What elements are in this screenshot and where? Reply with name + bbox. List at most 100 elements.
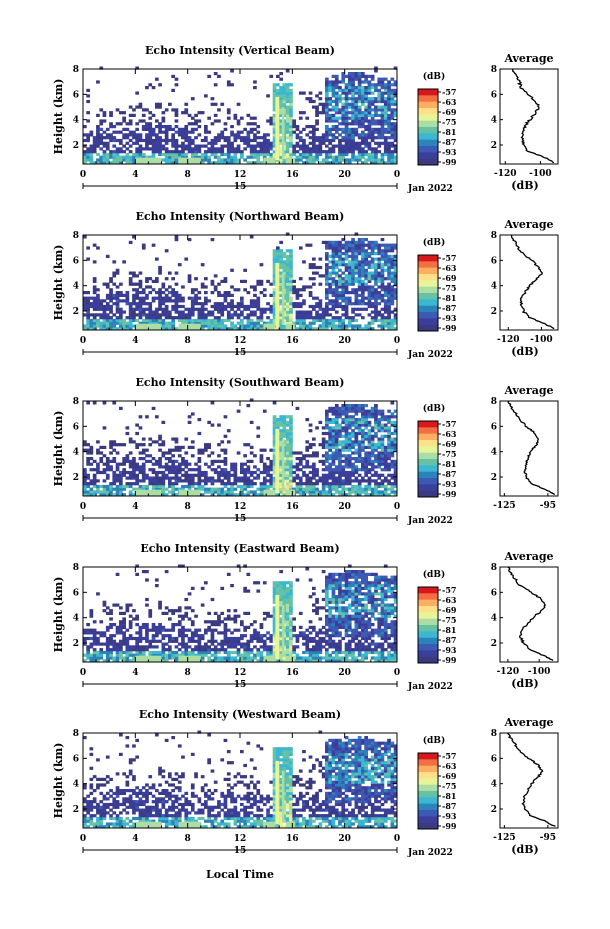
heatmap-cell: [92, 324, 97, 328]
heatmap-cell: [387, 86, 391, 90]
heatmap-cell: [125, 122, 130, 126]
heatmap-cell: [367, 304, 372, 309]
heatmap-cell: [361, 119, 365, 123]
heatmap-cell: [92, 288, 97, 292]
heatmap-cell: [240, 487, 244, 491]
heatmap-cell: [380, 243, 385, 247]
heatmap-cell: [374, 423, 378, 427]
heatmap-cell: [390, 415, 395, 419]
heatmap-cell: [312, 99, 316, 104]
heatmap-cell: [302, 299, 306, 303]
heatmap-cell: [387, 130, 391, 134]
heatmap-cell: [383, 105, 388, 109]
heatmap-cell: [374, 265, 378, 270]
heatmap-cell: [341, 443, 346, 447]
heatmap-cell: [190, 152, 195, 157]
heatmap-cell: [374, 252, 378, 256]
heatmap-cell: [390, 83, 395, 87]
heatmap-cell: [161, 465, 166, 469]
heatmap-cell: [380, 459, 385, 463]
colorbar-swatch: [418, 484, 438, 491]
heatmap-cell: [249, 116, 254, 120]
heatmap-cell: [168, 161, 172, 165]
heatmap-cell: [217, 310, 221, 314]
heatmap-cell: [109, 490, 113, 494]
heatmap-cell: [325, 482, 329, 486]
heatmap-cell: [243, 147, 247, 151]
heatmap-cell: [289, 91, 293, 95]
heatmap-cell: [334, 97, 339, 101]
heatmap-cell: [184, 102, 189, 106]
heatmap-cell: [253, 454, 257, 458]
heatmap-cell: [305, 445, 310, 449]
heatmap-cell: [387, 304, 391, 309]
heatmap-cell: [298, 316, 303, 320]
heatmap-cell: [105, 155, 110, 159]
heatmap-cell: [145, 459, 149, 463]
heatmap-cell: [109, 443, 113, 447]
heatmap-cell: [374, 302, 378, 306]
heatmap-cell: [328, 80, 332, 84]
heatmap-cell: [204, 482, 208, 486]
heatmap-cell: [315, 144, 319, 148]
heatmap-cell: [321, 318, 326, 323]
heatmap-cell: [161, 443, 166, 447]
heatmap-cell: [387, 271, 391, 275]
heatmap-cell: [109, 122, 113, 126]
heatmap-cell: [125, 158, 130, 162]
heatmap-cell: [259, 291, 264, 295]
heatmap-cell: [217, 147, 221, 151]
heatmap-cell: [357, 113, 362, 117]
heatmap-cell: [112, 155, 117, 159]
heatmap-cell: [145, 133, 149, 137]
heatmap-cell: [285, 457, 290, 461]
heatmap-cell: [351, 113, 355, 117]
heatmap-cell: [390, 108, 395, 112]
heatmap-cell: [318, 152, 323, 157]
heatmap-cell: [249, 122, 254, 126]
heatmap-cell: [380, 152, 385, 157]
heatmap-cell: [96, 293, 100, 297]
heatmap-cell: [285, 69, 290, 73]
heatmap-cell: [105, 639, 110, 643]
heatmap-cell: [279, 302, 283, 306]
heatmap-cell: [184, 307, 189, 311]
heatmap-cell: [109, 155, 113, 159]
heatmap-cell: [158, 459, 162, 463]
heatmap-cell: [374, 490, 378, 494]
heatmap-cell: [387, 83, 391, 87]
heatmap-cell: [112, 476, 117, 480]
heatmap-cell: [285, 445, 290, 449]
heatmap-cell: [383, 161, 388, 165]
heatmap-cell: [334, 260, 339, 264]
heatmap-cell: [132, 316, 136, 320]
heatmap-cell: [344, 409, 349, 413]
heatmap-cell: [374, 86, 378, 90]
heatmap-cell: [115, 271, 120, 275]
heatmap-cell: [145, 285, 149, 289]
heatmap-cell: [341, 291, 346, 295]
heatmap-cell: [315, 482, 319, 486]
heatmap-cell: [86, 257, 90, 261]
heatmap-cell: [289, 155, 293, 159]
heatmap-cell: [213, 136, 218, 140]
heatmap-cell: [249, 484, 254, 489]
heatmap-cell: [236, 302, 241, 306]
heatmap-cell: [289, 130, 293, 134]
heatmap-cell: [357, 97, 362, 101]
heatmap-cell: [112, 321, 117, 325]
x-tick-label: 16: [286, 170, 299, 180]
heatmap-cell: [217, 302, 221, 306]
heatmap-cell: [364, 470, 368, 475]
heatmap-cell: [204, 470, 208, 475]
heatmap-cell: [344, 288, 349, 292]
heatmap-cell: [374, 465, 378, 469]
heatmap-cell: [171, 470, 175, 475]
heatmap-cell: [145, 302, 149, 306]
heatmap-cell: [285, 232, 290, 236]
heatmap-cell: [96, 659, 100, 663]
heatmap-cell: [223, 144, 228, 148]
heatmap-cell: [393, 265, 398, 270]
heatmap-cell: [164, 293, 169, 297]
heatmap-cell: [145, 86, 149, 90]
